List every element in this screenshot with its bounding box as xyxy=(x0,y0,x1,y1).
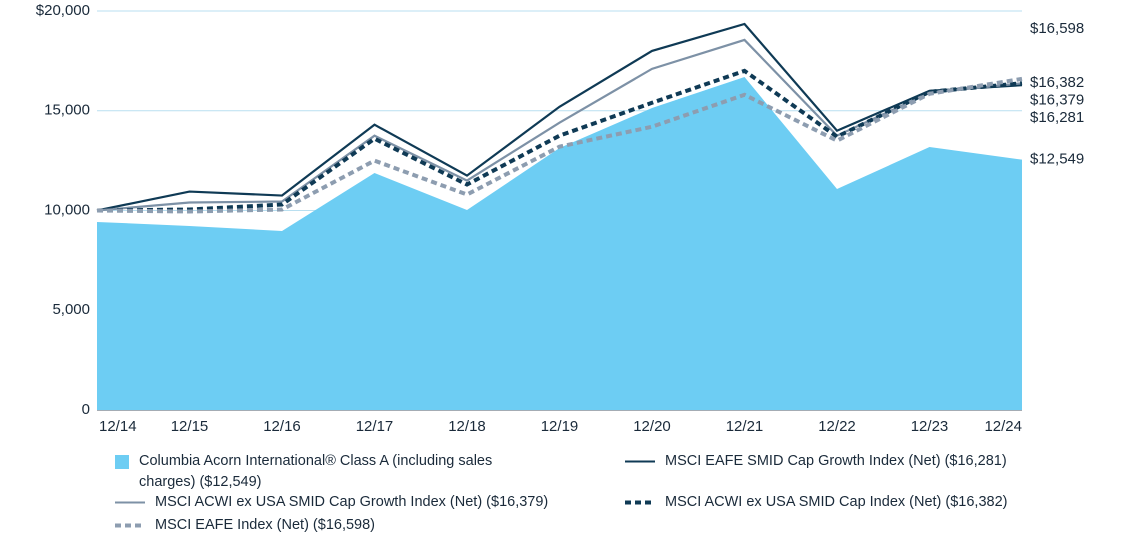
value-label: $16,281 xyxy=(1030,109,1084,126)
legend-item: MSCI ACWI ex USA SMID Cap Growth Index (… xyxy=(115,492,555,513)
area xyxy=(97,77,1022,411)
x-tick-label: 12/20 xyxy=(633,418,671,435)
x-tick-label: 12/14 xyxy=(99,418,137,435)
x-tick-label: 12/19 xyxy=(541,418,579,435)
y-tick-label: 0 xyxy=(82,401,90,418)
legend-item: MSCI EAFE Index (Net) ($16,598) xyxy=(115,515,555,536)
legend-label: MSCI ACWI ex USA SMID Cap Growth Index (… xyxy=(155,494,549,510)
y-tick-label: 10,000 xyxy=(44,201,90,218)
legend-label: Columbia Acorn International® Class A (i… xyxy=(139,453,493,490)
x-tick-label: 12/17 xyxy=(356,418,394,435)
legend-label: MSCI ACWI ex USA SMID Cap Index (Net) ($… xyxy=(665,494,1008,510)
legend-item: Columbia Acorn International® Class A (i… xyxy=(115,451,525,493)
legend-label: MSCI EAFE Index (Net) ($16,598) xyxy=(155,517,375,533)
value-label: $16,379 xyxy=(1030,92,1084,109)
legend-label: MSCI EAFE SMID Cap Growth Index (Net) ($… xyxy=(665,453,1007,469)
legend-swatch xyxy=(115,501,145,504)
x-tick-label: 12/16 xyxy=(263,418,301,435)
x-tick-label: 12/21 xyxy=(726,418,764,435)
x-tick-label: 12/23 xyxy=(911,418,949,435)
value-label: $16,382 xyxy=(1030,74,1084,91)
y-tick-label: $20,000 xyxy=(36,2,90,19)
legend-swatch xyxy=(625,500,655,505)
x-tick-label: 12/15 xyxy=(171,418,209,435)
line xyxy=(96,22,1023,212)
legend-swatch xyxy=(115,455,129,469)
line xyxy=(96,76,1023,214)
y-tick-label: 15,000 xyxy=(44,102,90,119)
legend-swatch xyxy=(115,523,145,528)
line xyxy=(96,68,1023,213)
x-tick-label: 12/22 xyxy=(818,418,856,435)
legend-item: MSCI EAFE SMID Cap Growth Index (Net) ($… xyxy=(625,451,1065,472)
value-label: $16,598 xyxy=(1030,20,1084,37)
value-label: $12,549 xyxy=(1030,151,1084,168)
legend-item: MSCI ACWI ex USA SMID Cap Index (Net) ($… xyxy=(625,492,1065,513)
x-tick-label: 12/18 xyxy=(448,418,486,435)
legend-swatch xyxy=(625,460,655,463)
x-tick-label: 12/24 xyxy=(984,418,1022,435)
y-tick-label: 5,000 xyxy=(52,301,90,318)
swatch xyxy=(115,455,129,469)
